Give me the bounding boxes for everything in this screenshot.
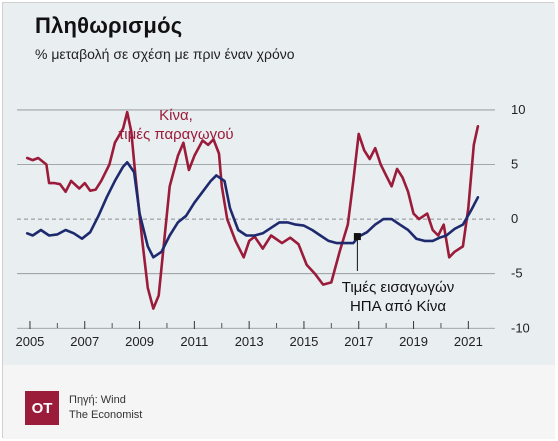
- y-tick-label: -5: [511, 266, 523, 281]
- series-line-0: [25, 110, 480, 310]
- series-labels: Κίνα, τιμές παραγωγού Τιμές εισαγωγών ΗΠΑ α…: [118, 107, 454, 315]
- source-line-1: Πηγή: Wind: [69, 394, 126, 406]
- x-tick-label: 2011: [180, 334, 208, 349]
- series-label-1-line-0: Τιμές εισαγωγών: [342, 279, 455, 296]
- y-tick-label: 10: [511, 102, 525, 117]
- footer: [3, 365, 555, 439]
- chart-title: Πληθωρισμός: [35, 13, 183, 38]
- y-tick-label: 0: [511, 211, 518, 226]
- x-tick-label: 2021: [454, 334, 483, 349]
- inflation-line-chart: 2005 2007 2009 2011 2013 2015 2017 2019 2021 10 5…: [15, 102, 530, 349]
- ot-logo: OT: [25, 391, 59, 425]
- series-label-1-line-1: ΗΠΑ από Κίνα: [350, 298, 446, 315]
- x-tick-label: 2007: [70, 334, 99, 349]
- source-line-2: The Economist: [69, 409, 143, 421]
- series-marker: [353, 233, 361, 241]
- y-tick-label: 5: [511, 157, 518, 172]
- series-line-1: [25, 161, 480, 259]
- series-label-0-line-0: Κίνα,: [159, 107, 193, 124]
- x-tick-label: 2013: [235, 334, 264, 349]
- y-tick-label: -10: [511, 320, 530, 335]
- x-tick-label: 2009: [125, 334, 154, 349]
- series-lines: [25, 110, 480, 310]
- x-tick-label: 2015: [289, 334, 318, 349]
- x-axis: 2005 2007 2009 2011 2013 2015 2017 2019 2021: [15, 321, 483, 349]
- chart-subtitle: % μεταβολή σε σχέση με πριν έναν χρόνο: [35, 46, 295, 62]
- x-tick-label: 2019: [399, 334, 428, 349]
- x-tick-label: 2017: [344, 334, 373, 349]
- y-axis: 10 5 0 -5 -10: [511, 102, 530, 335]
- series-label-0-line-1: τιμές παραγωγού: [118, 126, 233, 143]
- x-tick-label: 2005: [15, 334, 44, 349]
